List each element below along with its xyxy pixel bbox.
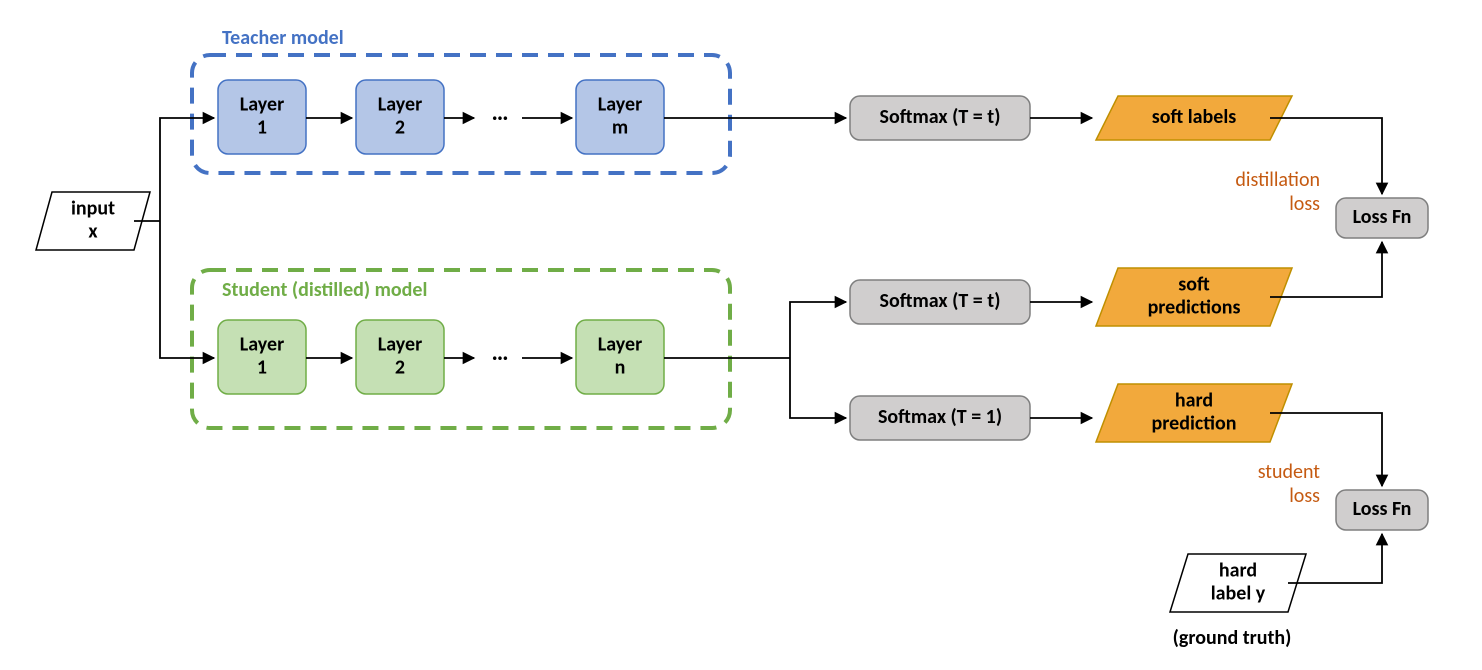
svg-text:Softmax (T = t): Softmax (T = t) xyxy=(880,289,1001,313)
arrow-1 xyxy=(160,118,214,221)
svg-text:Layer: Layer xyxy=(598,92,642,116)
region-title: Teacher model xyxy=(222,26,344,50)
svg-text:Layer: Layer xyxy=(378,332,422,356)
svg-text:1: 1 xyxy=(257,115,267,139)
svg-text:Softmax (T = t): Softmax (T = t) xyxy=(880,105,1001,129)
svg-text:Layer: Layer xyxy=(240,92,284,116)
s_dots: … xyxy=(491,338,508,367)
svg-text:hard: hard xyxy=(1175,388,1213,412)
svg-text:m: m xyxy=(612,115,628,139)
svg-text:prediction: prediction xyxy=(1152,411,1237,435)
svg-text:predictions: predictions xyxy=(1148,295,1241,319)
knowledge-distillation-diagram: Teacher model Student (distilled) model in… xyxy=(0,0,1482,670)
svg-text:1: 1 xyxy=(257,355,267,379)
t_dots: … xyxy=(491,98,508,127)
svg-text:2: 2 xyxy=(395,355,405,379)
loss-label: student xyxy=(1258,460,1321,484)
arrow-12 xyxy=(790,302,846,358)
loss-label: loss xyxy=(1289,192,1320,216)
svg-text:soft labels: soft labels xyxy=(1152,105,1236,129)
svg-text:2: 2 xyxy=(395,115,405,139)
svg-text:soft: soft xyxy=(1178,272,1210,296)
svg-text:Layer: Layer xyxy=(378,92,422,116)
arrow-13 xyxy=(790,358,846,418)
svg-text:Softmax (T = 1): Softmax (T = 1) xyxy=(878,405,1002,429)
svg-text:Loss Fn: Loss Fn xyxy=(1353,205,1412,229)
svg-text:n: n xyxy=(615,355,626,379)
svg-text:Layer: Layer xyxy=(598,332,642,356)
svg-text:hard: hard xyxy=(1219,558,1257,582)
loss-label: distillation xyxy=(1235,168,1320,192)
region-title: Student (distilled) model xyxy=(222,278,427,302)
loss-label: loss xyxy=(1289,484,1320,508)
svg-text:input: input xyxy=(71,196,115,220)
svg-text:Loss Fn: Loss Fn xyxy=(1353,497,1412,521)
arrow-2 xyxy=(160,221,214,358)
svg-text:x: x xyxy=(88,219,98,243)
svg-text:Layer: Layer xyxy=(240,332,284,356)
ground-truth-label: (ground truth) xyxy=(1173,626,1292,650)
svg-text:label y: label y xyxy=(1211,581,1266,605)
